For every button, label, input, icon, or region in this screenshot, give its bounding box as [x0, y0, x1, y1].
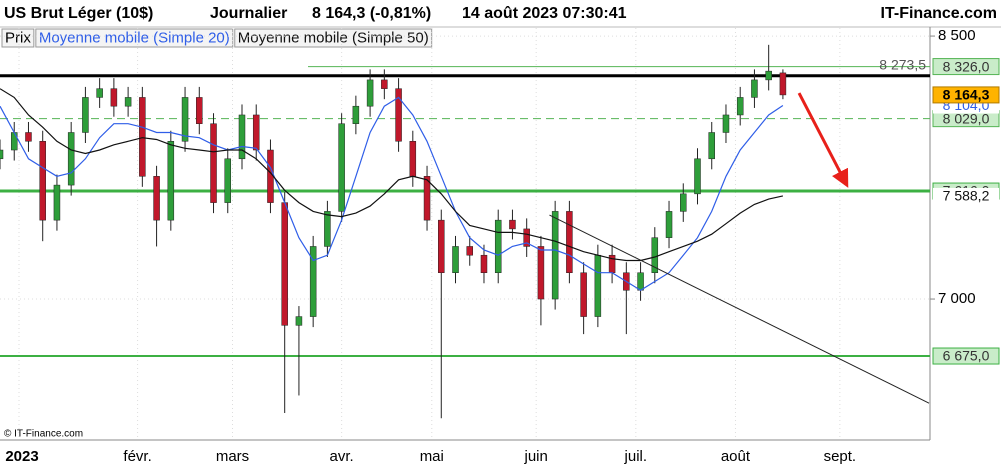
- x-tick-label: 2023: [5, 448, 38, 465]
- candle-body: [779, 72, 787, 96]
- candle-body: [139, 97, 146, 177]
- y-tick-label: 7 000: [938, 290, 976, 307]
- legend-box[interactable]: [35, 28, 234, 48]
- candle-body: [324, 211, 331, 247]
- candle-body: [252, 114, 260, 151]
- candle-body: [523, 228, 530, 247]
- candle-body: [651, 237, 659, 273]
- legend-label[interactable]: Moyenne mobile (Simple 20): [39, 29, 230, 46]
- axis-label: 6 675,0: [943, 348, 990, 364]
- candle-body: [409, 141, 417, 177]
- candle-body: [551, 211, 559, 300]
- candle-body: [452, 246, 459, 273]
- candle-body: [153, 176, 160, 221]
- candle-body: [680, 193, 687, 212]
- moving-average: [0, 88, 784, 262]
- x-tick-label: août: [721, 448, 751, 465]
- candle-body: [736, 97, 744, 116]
- candle-body: [381, 79, 388, 89]
- axis-label-box: [932, 86, 1000, 104]
- candle-body: [210, 123, 217, 203]
- candle-body: [67, 132, 75, 186]
- candle-body: [395, 88, 402, 142]
- candle-body: [39, 141, 46, 221]
- legend: Prix Moyenne mobile (Simple 20) Moyenne mo…: [1, 28, 433, 48]
- axis-label: 8 164,3: [943, 87, 990, 103]
- x-tick-label: avr.: [330, 448, 354, 465]
- y-tick-label: 8 500: [938, 27, 976, 44]
- candle-body: [224, 158, 232, 203]
- legend-box[interactable]: [1, 28, 35, 48]
- candle-body: [181, 97, 189, 142]
- trend-arrow: [797, 92, 849, 188]
- candle-body: [665, 211, 673, 238]
- candle-body: [110, 88, 118, 107]
- x-tick-label: juil.: [624, 448, 648, 465]
- axis-label-box: [932, 58, 1000, 76]
- candle-body: [722, 114, 730, 133]
- candle-body: [423, 176, 431, 221]
- legend-label[interactable]: Moyenne mobile (Simple 50): [238, 29, 429, 46]
- quote: 8 164,3 (-0,81%): [312, 5, 431, 22]
- ma-label: 7 588,2: [943, 188, 990, 204]
- axis-label: 8 029,0: [943, 110, 990, 126]
- candle-body: [0, 149, 4, 160]
- x-tick-label: mars: [216, 448, 249, 465]
- candle-body: [238, 114, 246, 160]
- candle-body: [438, 219, 445, 273]
- instrument: US Brut Léger (10$): [4, 5, 153, 22]
- candle-body: [196, 97, 203, 124]
- candle-body: [295, 316, 303, 326]
- ma-label-bg: [933, 187, 999, 204]
- x-tick-label: sept.: [824, 448, 857, 465]
- period: Journalier: [210, 5, 287, 22]
- candle-body: [694, 158, 701, 195]
- candle-body: [637, 272, 644, 291]
- candle-body: [566, 211, 573, 273]
- moving-average: [0, 96, 784, 292]
- candle-body: [594, 254, 602, 317]
- brand: IT-Finance.com: [881, 5, 997, 22]
- axis-label-box: [932, 347, 1000, 365]
- candle-body: [466, 246, 473, 256]
- candle-body: [580, 272, 587, 317]
- candle-body: [309, 246, 317, 317]
- candle-body: [509, 219, 516, 230]
- candle-body: [708, 132, 715, 160]
- legend-box[interactable]: [234, 28, 433, 48]
- candle-body: [10, 132, 18, 151]
- candle-body: [765, 70, 772, 81]
- candle-body: [25, 132, 32, 142]
- trend-line: [549, 214, 930, 404]
- x-tick-label: mai: [420, 448, 444, 465]
- candle-body: [494, 219, 502, 273]
- candle-body: [124, 97, 132, 107]
- candle-body: [167, 141, 175, 221]
- candle-body: [751, 79, 758, 98]
- candle-body: [53, 184, 61, 221]
- candle-body: [338, 123, 345, 212]
- candle-body: [96, 88, 103, 98]
- axis-label: 8 326,0: [943, 58, 990, 74]
- x-tick-label: févr.: [123, 448, 151, 465]
- candle-body: [82, 97, 89, 133]
- candle-body: [366, 79, 374, 107]
- candle-body: [480, 254, 488, 273]
- candle-body: [281, 202, 288, 326]
- candle-body: [267, 149, 274, 203]
- copyright: © IT-Finance.com: [4, 429, 83, 440]
- candle-body: [352, 105, 360, 124]
- x-tick-label: juin: [523, 448, 547, 465]
- timestamp: 14 août 2023 07:30:41: [462, 5, 627, 22]
- legend-label[interactable]: Prix: [5, 29, 31, 46]
- level-label: 8 273,5: [879, 56, 926, 72]
- candle-body: [537, 246, 545, 300]
